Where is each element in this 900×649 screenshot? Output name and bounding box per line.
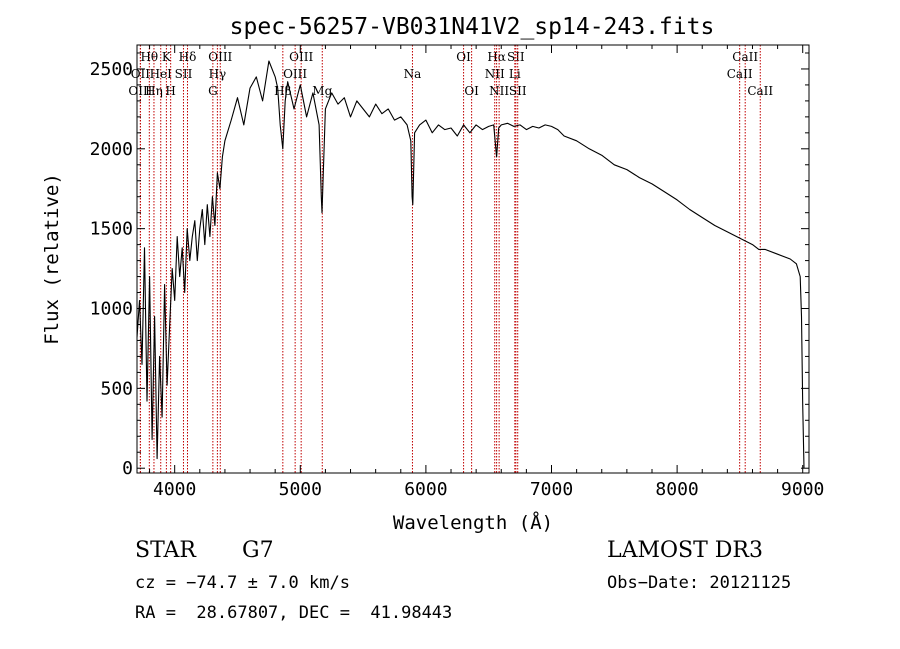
y-tick-label: 2500	[90, 59, 133, 80]
spectral-line-label: Hδ	[179, 50, 197, 64]
object-type: STAR	[135, 538, 196, 563]
ticks-layer: 4000 5000 6000 7000 8000 9000 0 500 1000 1500 2000…	[90, 45, 824, 500]
spectral-line-label: OIII	[208, 50, 232, 64]
spectral-line-label: OII	[131, 67, 151, 81]
series-layer	[136, 60, 805, 469]
y-tick-label: 0	[122, 458, 133, 479]
spectral-line-label: Na	[404, 67, 422, 81]
spectral-line-label: K	[162, 50, 172, 64]
spectral-line-label: OI	[456, 50, 471, 64]
x-axis-label: Wavelength (Å)	[393, 511, 553, 534]
x-tick-label: 6000	[404, 479, 447, 500]
coordinates: RA = 28.67807, DEC = 41.98443	[135, 603, 453, 623]
y-tick-label: 1000	[90, 299, 133, 320]
spectral-line-label: Hη	[145, 84, 163, 98]
subclass: G7	[242, 538, 274, 563]
spectral-line-label: SII	[507, 50, 525, 64]
spectral-line-label: H	[165, 84, 175, 98]
flux-series-line	[136, 60, 805, 469]
spectral-line-label: Hα	[487, 50, 506, 64]
spectral-line-label: OIII	[289, 50, 313, 64]
spectral-line-label: SII	[509, 84, 527, 98]
redshift-cz: cz = −74.7 ± 7.0 km/s	[135, 573, 350, 593]
x-tick-label: 8000	[655, 479, 698, 500]
y-tick-label: 2000	[90, 139, 133, 160]
survey-name: LAMOST DR3	[607, 538, 763, 563]
spectral-line-label: CaII	[732, 50, 758, 64]
spectral-line-label: Hγ	[209, 67, 227, 81]
spectral-line-label: OI	[464, 84, 479, 98]
y-axis-label: Flux (relative)	[41, 173, 63, 345]
spectral-line-label: HeI	[150, 67, 173, 81]
x-tick-label: 5000	[279, 479, 322, 500]
plot-frame	[136, 44, 810, 474]
chart-title: spec-56257-VB031N41V2_sp14-243.fits	[230, 14, 715, 40]
obs-date: Obs−Date: 20121125	[607, 573, 792, 593]
x-tick-label: 9000	[781, 479, 824, 500]
spectral-line-label: OIII	[128, 84, 152, 98]
spectral-line-label: NII	[489, 84, 509, 98]
spectral-line-label: Li	[509, 67, 521, 81]
spectral-line-label: Hθ	[140, 50, 158, 64]
spectral-line-label: SII	[175, 67, 193, 81]
spectral-line-label: Mg	[312, 84, 332, 98]
y-tick-label: 500	[100, 378, 133, 399]
y-tick-label: 1500	[90, 219, 133, 240]
spectral-line-label: G	[208, 84, 218, 98]
x-tick-label: 7000	[530, 479, 573, 500]
spectral-line-label: CaII	[727, 67, 753, 81]
spectral-line-label: NII	[485, 67, 505, 81]
spectral-line-label: OIII	[283, 67, 307, 81]
spectral-line-label: CaII	[747, 84, 773, 98]
x-tick-label: 4000	[153, 479, 196, 500]
